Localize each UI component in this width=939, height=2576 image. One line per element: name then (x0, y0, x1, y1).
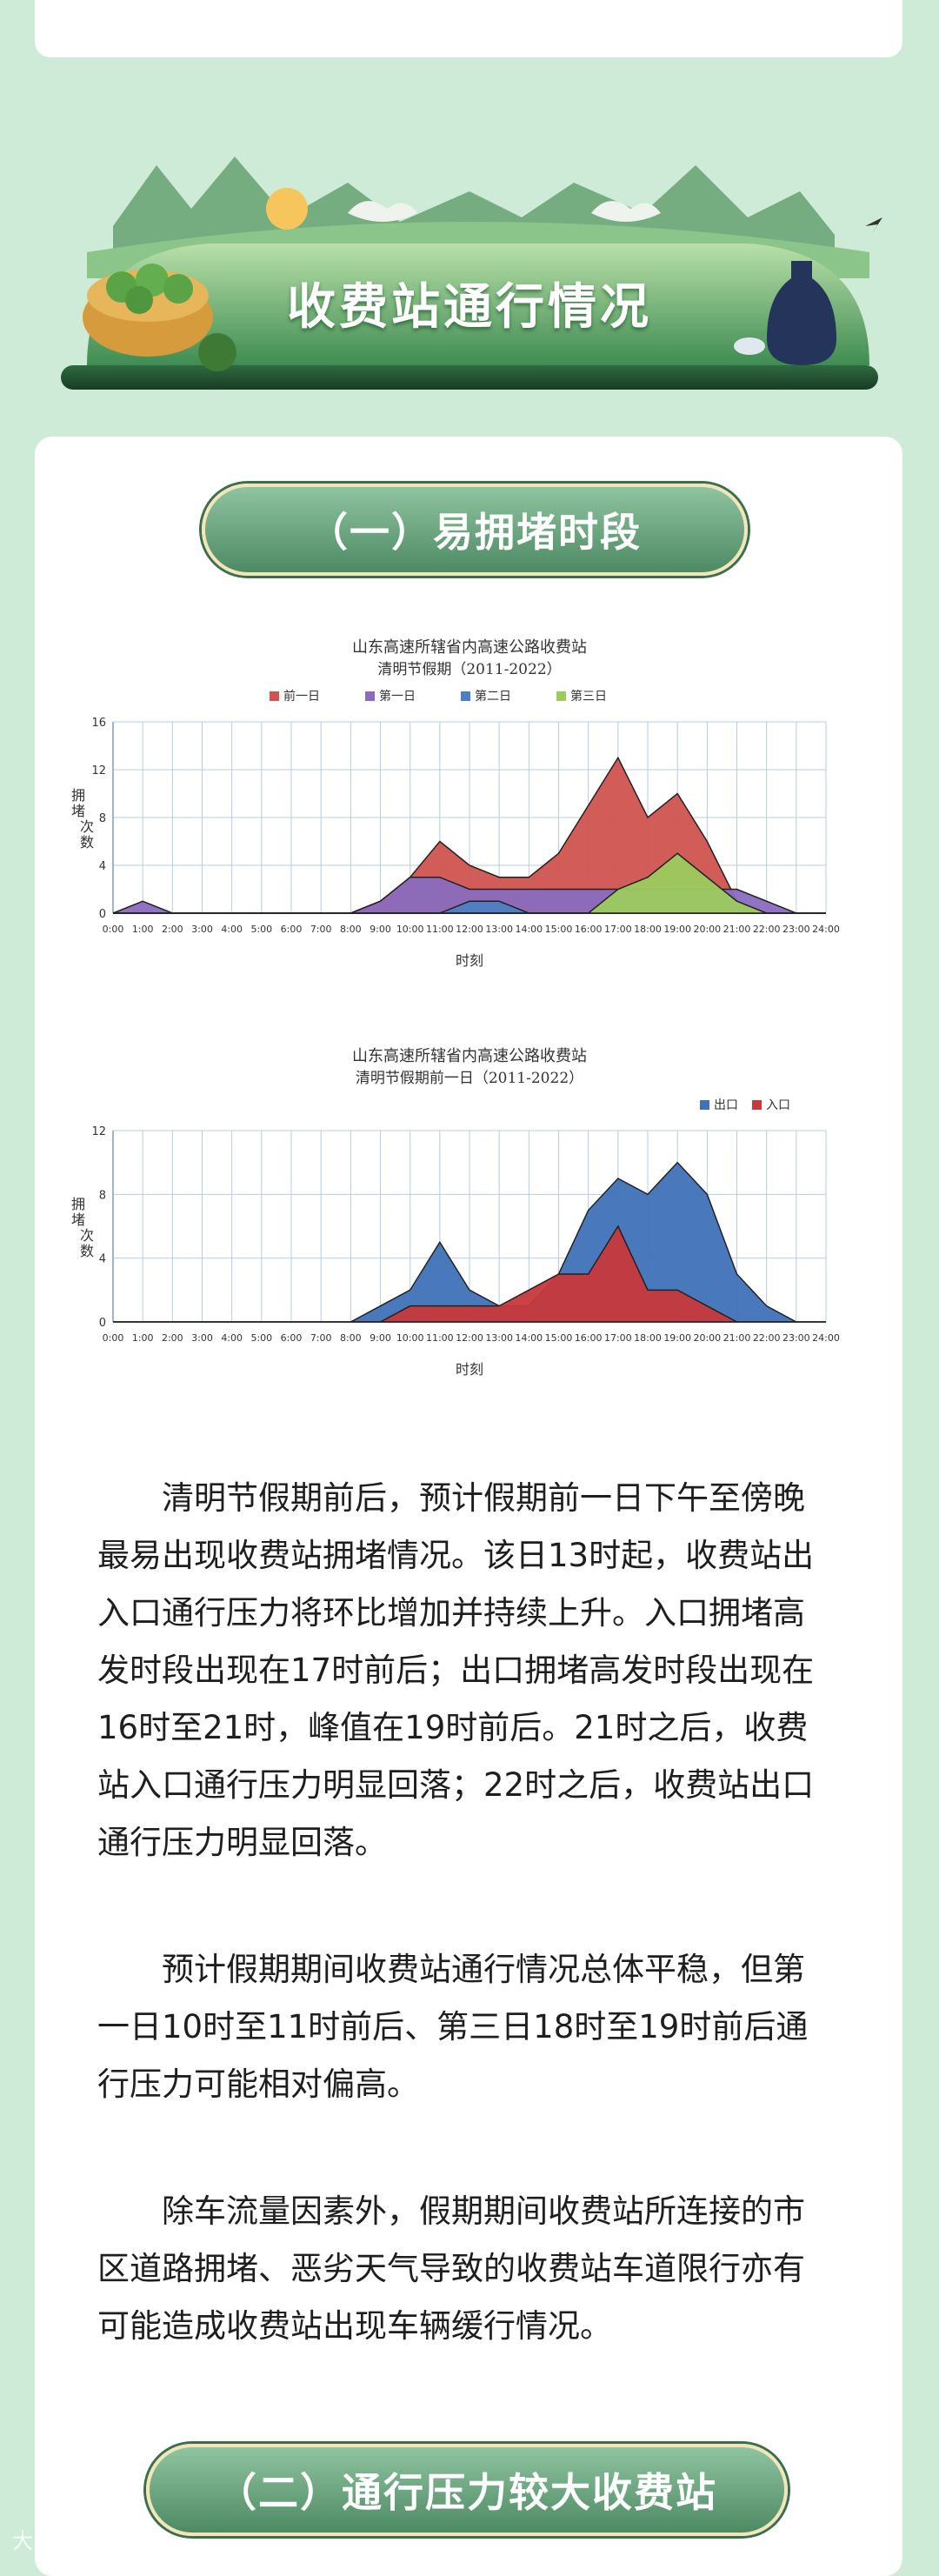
x-tick-label: 1:00 (132, 924, 154, 935)
legend-label: 第一日 (379, 689, 416, 704)
x-tick-label: 6:00 (281, 924, 303, 935)
content-card (35, 437, 902, 2576)
chart-subtitle: 清明节假期（2011-2022） (377, 661, 561, 678)
y-tick-label: 0 (99, 1317, 106, 1330)
x-tick-label: 23:00 (782, 1332, 810, 1344)
x-tick-label: 13:00 (485, 1332, 513, 1344)
x-tick-label: 5:00 (250, 924, 272, 935)
x-tick-label: 3:00 (191, 1332, 213, 1344)
chart-title: 山东高速所辖省内高速公路收费站 (352, 1047, 587, 1065)
series-area-2 (113, 1225, 826, 1323)
x-tick-label: 0:00 (103, 1332, 124, 1344)
x-tick-label: 4:00 (221, 924, 243, 935)
x-tick-label: 12:00 (456, 924, 483, 935)
legend-label: 第三日 (570, 689, 607, 704)
x-tick-label: 24:00 (812, 924, 840, 935)
legend-label: 入口 (766, 1098, 790, 1112)
x-tick-label: 7:00 (310, 1332, 332, 1344)
y-tick-label: 12 (91, 1125, 106, 1138)
subsection-title-1: （一）易拥堵时段 (202, 484, 748, 576)
x-tick-label: 2:00 (162, 1332, 183, 1344)
legend-label: 前一日 (283, 689, 320, 704)
x-tick-label: 11:00 (426, 1332, 454, 1344)
x-tick-label: 15:00 (545, 924, 573, 935)
section-title: 收费站通行情况 (287, 279, 652, 336)
x-tick-label: 9:00 (370, 1332, 391, 1344)
y-tick-label: 8 (99, 812, 106, 825)
series-area-4 (113, 852, 826, 914)
paragraph-2: 预计假期期间收费站通行情况总体平稳，但第一日10时至11时前后、第三日18时至1… (97, 1951, 809, 2103)
x-tick-label: 17:00 (604, 924, 632, 935)
legend-swatch (461, 691, 470, 701)
x-tick-label: 16:00 (575, 1332, 603, 1344)
x-tick-label: 23:00 (782, 924, 810, 935)
y-axis-label: 拥堵次数 (71, 1196, 94, 1259)
x-tick-label: 3:00 (191, 924, 213, 935)
x-tick-label: 8:00 (340, 1332, 362, 1344)
legend-swatch (700, 1100, 709, 1110)
x-tick-label: 16:00 (575, 924, 603, 935)
y-tick-label: 0 (99, 908, 106, 921)
x-tick-label: 0:00 (103, 924, 124, 935)
x-tick-label: 19:00 (663, 1332, 691, 1344)
x-tick-label: 10:00 (396, 924, 424, 935)
legend-swatch (556, 691, 566, 701)
x-tick-label: 22:00 (753, 924, 781, 935)
y-tick-label: 4 (99, 860, 106, 873)
x-tick-label: 14:00 (515, 924, 543, 935)
x-tick-label: 13:00 (485, 924, 513, 935)
x-tick-label: 1:00 (132, 1332, 154, 1344)
x-tick-label: 4:00 (221, 1332, 243, 1344)
x-tick-label: 2:00 (162, 924, 183, 935)
legend-swatch (752, 1100, 762, 1110)
x-tick-label: 8:00 (340, 924, 362, 935)
x-axis-label: 时刻 (456, 952, 483, 969)
chart-title: 山东高速所辖省内高速公路收费站 (352, 638, 587, 657)
watermark: 大众日报 (12, 2529, 96, 2553)
x-tick-label: 19:00 (663, 924, 691, 935)
x-tick-label: 21:00 (723, 924, 751, 935)
x-tick-label: 7:00 (310, 924, 332, 935)
legend-swatch (270, 691, 279, 701)
x-tick-label: 20:00 (693, 924, 721, 935)
x-tick-label: 14:00 (515, 1332, 543, 1344)
top-card-edge (35, 0, 902, 57)
legend-label: 出口 (714, 1098, 738, 1112)
x-tick-label: 6:00 (281, 1332, 303, 1344)
x-tick-label: 18:00 (634, 924, 662, 935)
paragraph-1: 清明节假期前后，预计假期前一日下午至傍晚最易出现收费站拥堵情况。该日13时起，收… (97, 1479, 815, 1861)
x-tick-label: 21:00 (723, 1332, 751, 1344)
x-tick-label: 15:00 (545, 1332, 573, 1344)
y-tick-label: 4 (99, 1253, 106, 1266)
chart-subtitle: 清明节假期前一日（2011-2022） (356, 1070, 583, 1087)
x-tick-label: 20:00 (693, 1332, 721, 1344)
x-tick-label: 24:00 (812, 1332, 840, 1344)
legend-label: 第二日 (475, 689, 511, 704)
y-axis-label: 拥堵次数 (71, 787, 94, 851)
x-tick-label: 10:00 (396, 1332, 424, 1344)
x-tick-label: 9:00 (370, 924, 391, 935)
y-tick-label: 8 (99, 1189, 106, 1202)
x-axis-label: 时刻 (456, 1361, 483, 1378)
y-tick-label: 16 (91, 717, 106, 730)
x-tick-label: 5:00 (250, 1332, 272, 1344)
x-tick-label: 12:00 (456, 1332, 483, 1344)
x-tick-label: 18:00 (634, 1332, 662, 1344)
x-tick-label: 17:00 (604, 1332, 632, 1344)
subsection-title-2: （二）通行压力较大收费站 (146, 2444, 788, 2536)
paragraph-3: 除车流量因素外，假期期间收费站所连接的市区道路拥堵、恶劣天气导致的收费站车道限行… (97, 2192, 805, 2345)
x-tick-label: 11:00 (426, 924, 454, 935)
x-tick-label: 22:00 (753, 1332, 781, 1344)
legend-swatch (365, 691, 375, 701)
section-banner: 收费站通行情况 (35, 130, 904, 409)
y-tick-label: 12 (91, 764, 106, 777)
banner-illustration (61, 157, 882, 390)
